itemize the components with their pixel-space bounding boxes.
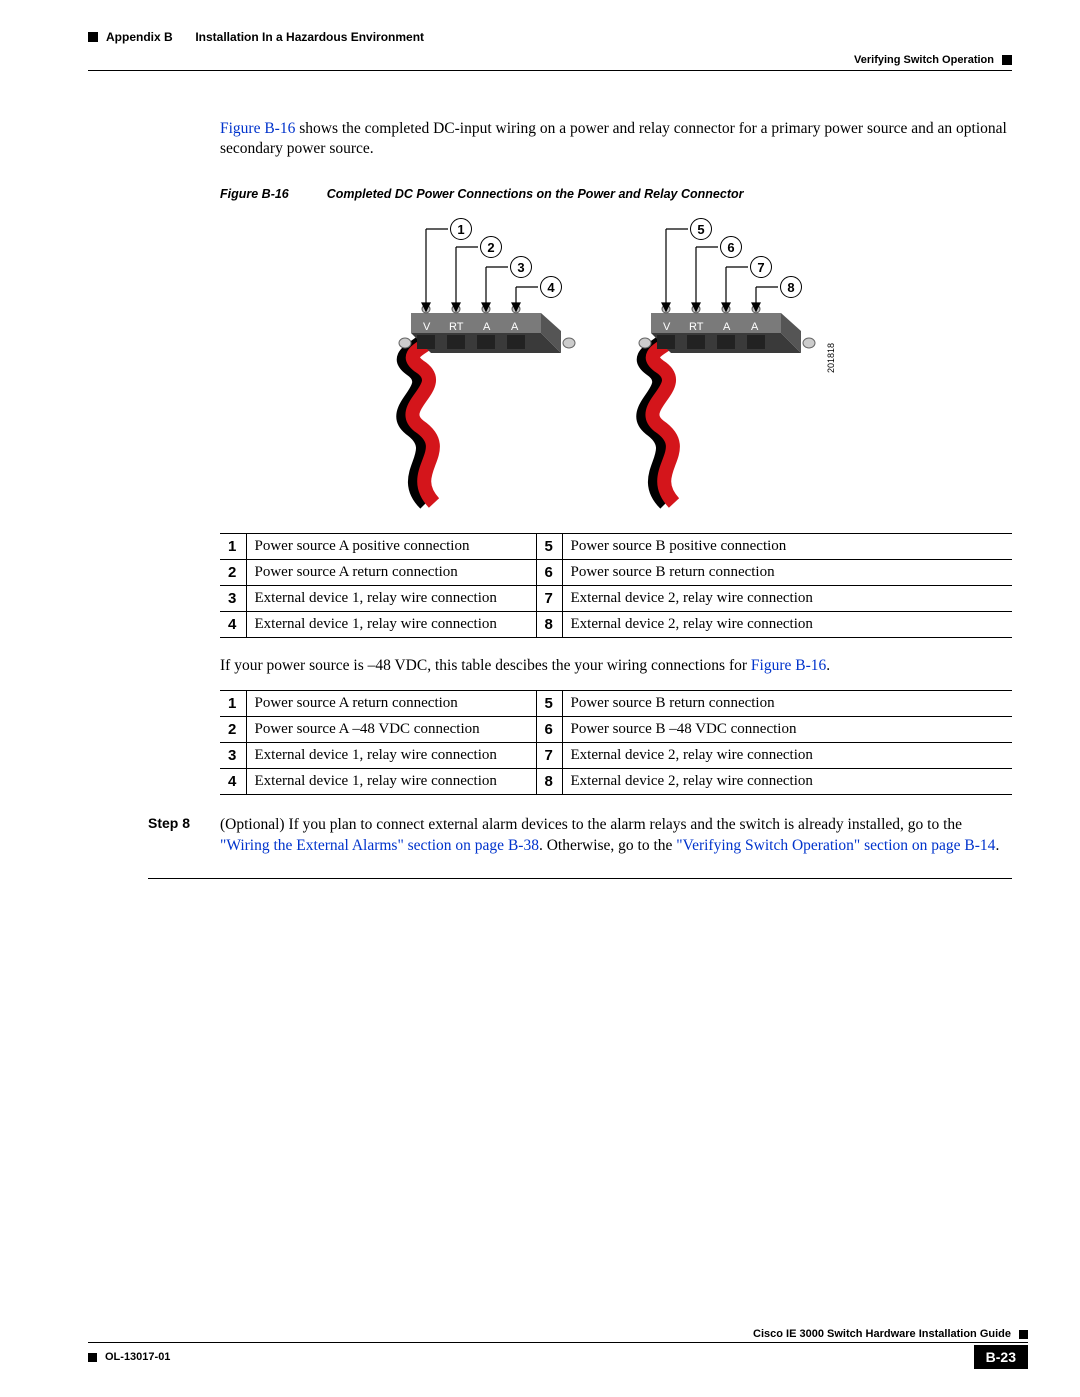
legend-table-2: 1Power source A return connection5Power … bbox=[220, 690, 1012, 795]
table-row: 4External device 1, relay wire connectio… bbox=[220, 769, 1012, 795]
figure-caption-text: Completed DC Power Connections on the Po… bbox=[327, 187, 744, 201]
legend-desc: External device 2, relay wire connection bbox=[562, 586, 1012, 612]
legend-table-1: 1Power source A positive connection5Powe… bbox=[220, 533, 1012, 638]
step-label: Step 8 bbox=[148, 815, 202, 856]
step-link-1[interactable]: "Wiring the External Alarms" section on … bbox=[220, 837, 539, 854]
figure-caption: Figure B-16 Completed DC Power Connectio… bbox=[220, 187, 1012, 201]
table-row: 3External device 1, relay wire connectio… bbox=[220, 743, 1012, 769]
legend-desc: External device 2, relay wire connection bbox=[562, 612, 1012, 638]
terminal-RT: RT bbox=[449, 321, 464, 333]
legend-desc: Power source B positive connection bbox=[562, 534, 1012, 560]
svg-text:RT: RT bbox=[689, 321, 704, 333]
page-content: Figure B-16 shows the completed DC-input… bbox=[220, 119, 1012, 879]
appendix-label: Appendix B bbox=[106, 30, 173, 44]
terminal-A2: A bbox=[511, 321, 519, 333]
intro-paragraph: Figure B-16 shows the completed DC-input… bbox=[220, 119, 1012, 159]
legend-desc: Power source A return connection bbox=[246, 691, 536, 717]
table-row: 2Power source A –48 VDC connection6Power… bbox=[220, 717, 1012, 743]
legend-num: 7 bbox=[536, 743, 562, 769]
table-row: 2Power source A return connection6Power … bbox=[220, 560, 1012, 586]
legend-num: 6 bbox=[536, 717, 562, 743]
header-sub: Verifying Switch Operation bbox=[88, 54, 1012, 71]
square-bullet-icon bbox=[1002, 55, 1012, 65]
appendix-title: Installation In a Hazardous Environment bbox=[195, 30, 424, 44]
legend-desc: External device 1, relay wire connection bbox=[246, 586, 536, 612]
square-bullet-icon bbox=[1019, 1330, 1028, 1339]
step-row: Step 8 (Optional) If you plan to connect… bbox=[148, 815, 1012, 856]
footer-doc: OL-13017-01 bbox=[105, 1351, 170, 1363]
header-top: Appendix B Installation In a Hazardous E… bbox=[88, 30, 1012, 44]
legend-desc: External device 2, relay wire connection bbox=[562, 769, 1012, 795]
legend-desc: Power source A –48 VDC connection bbox=[246, 717, 536, 743]
step-text-after: . bbox=[995, 837, 999, 854]
legend-num: 4 bbox=[220, 612, 246, 638]
page-footer: Cisco IE 3000 Switch Hardware Installati… bbox=[88, 1328, 1028, 1369]
mid-paragraph: If your power source is –48 VDC, this ta… bbox=[220, 656, 1012, 676]
legend-desc: External device 1, relay wire connection bbox=[246, 743, 536, 769]
legend-num: 4 bbox=[220, 769, 246, 795]
table-row: 1Power source A positive connection5Powe… bbox=[220, 534, 1012, 560]
legend-num: 2 bbox=[220, 717, 246, 743]
legend-desc: External device 2, relay wire connection bbox=[562, 743, 1012, 769]
terminal-V: V bbox=[423, 321, 431, 333]
legend-num: 2 bbox=[220, 560, 246, 586]
legend-desc: Power source A positive connection bbox=[246, 534, 536, 560]
figure-label: Figure B-16 bbox=[220, 187, 289, 201]
legend-num: 3 bbox=[220, 743, 246, 769]
image-id: 201818 bbox=[826, 343, 836, 373]
svg-text:A: A bbox=[751, 321, 759, 333]
square-bullet-icon bbox=[88, 32, 98, 42]
mid-text-before: If your power source is –48 VDC, this ta… bbox=[220, 657, 751, 674]
legend-num: 8 bbox=[536, 769, 562, 795]
legend-num: 7 bbox=[536, 586, 562, 612]
legend-desc: Power source B return connection bbox=[562, 691, 1012, 717]
svg-text:V: V bbox=[663, 321, 671, 333]
legend-num: 5 bbox=[536, 534, 562, 560]
figure-diagram: V RT A A bbox=[356, 213, 876, 513]
legend-desc: Power source B return connection bbox=[562, 560, 1012, 586]
legend-num: 5 bbox=[536, 691, 562, 717]
terminal-A: A bbox=[483, 321, 491, 333]
table-row: 1Power source A return connection5Power … bbox=[220, 691, 1012, 717]
section-rule bbox=[148, 878, 1012, 879]
legend-num: 1 bbox=[220, 691, 246, 717]
intro-text: shows the completed DC-input wiring on a… bbox=[220, 120, 1007, 157]
mid-text-after: . bbox=[826, 657, 830, 674]
section-title: Verifying Switch Operation bbox=[854, 54, 994, 66]
legend-num: 3 bbox=[220, 586, 246, 612]
legend-desc: Power source B –48 VDC connection bbox=[562, 717, 1012, 743]
legend-num: 8 bbox=[536, 612, 562, 638]
legend-num: 6 bbox=[536, 560, 562, 586]
svg-text:A: A bbox=[723, 321, 731, 333]
step-link-2[interactable]: "Verifying Switch Operation" section on … bbox=[676, 837, 995, 854]
square-bullet-icon bbox=[88, 1353, 97, 1362]
step-text-before: (Optional) If you plan to connect extern… bbox=[220, 816, 962, 833]
page-number: B-23 bbox=[974, 1345, 1028, 1369]
step-text: (Optional) If you plan to connect extern… bbox=[220, 815, 1012, 856]
legend-desc: Power source A return connection bbox=[246, 560, 536, 586]
connector-left-svg: V RT A A bbox=[356, 213, 616, 513]
legend-num: 1 bbox=[220, 534, 246, 560]
table-row: 4External device 1, relay wire connectio… bbox=[220, 612, 1012, 638]
legend-desc: External device 1, relay wire connection bbox=[246, 769, 536, 795]
footer-guide: Cisco IE 3000 Switch Hardware Installati… bbox=[753, 1328, 1011, 1340]
figure-ref-link-2[interactable]: Figure B-16 bbox=[751, 657, 826, 674]
figure-ref-link[interactable]: Figure B-16 bbox=[220, 120, 295, 137]
legend-desc: External device 1, relay wire connection bbox=[246, 612, 536, 638]
step-text-mid: . Otherwise, go to the bbox=[539, 837, 676, 854]
table-row: 3External device 1, relay wire connectio… bbox=[220, 586, 1012, 612]
